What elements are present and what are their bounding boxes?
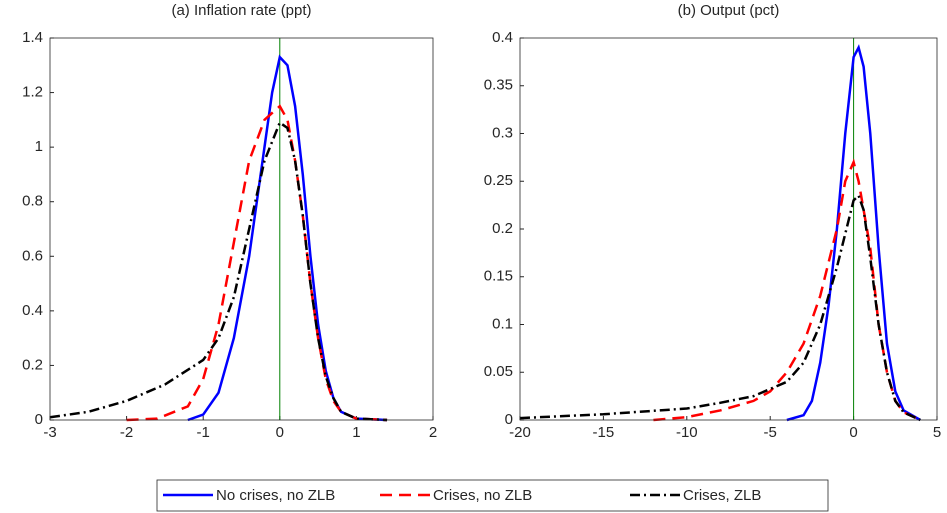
y-tick-label: 1 [35,138,43,155]
x-tick-label: 0 [276,424,284,441]
x-tick-label: 5 [933,424,941,441]
y-tick-label: 0.25 [484,172,513,189]
series-line [786,44,921,422]
y-tick-label: 0.4 [22,302,43,319]
chart-title: (a) Inflation rate (ppt) [171,2,311,19]
plot-area [520,38,937,420]
series-line [653,158,921,422]
y-tick-label: 0.1 [492,315,513,332]
x-tick-label: 1 [352,424,360,441]
x-tick-label: -15 [593,424,615,441]
legend-label: Crises, no ZLB [433,487,532,504]
series-line [519,193,921,422]
x-tick-label: -2 [120,424,133,441]
y-tick-label: 1.2 [22,84,43,101]
y-tick-label: 0 [35,411,43,428]
legend-label: No crises, no ZLB [216,487,335,504]
plot-area [50,38,433,420]
axes-box [49,37,434,421]
axes-box [519,37,938,421]
chart-title: (b) Output (pct) [678,2,780,19]
x-tick-label: -1 [197,424,210,441]
x-tick-label: -20 [509,424,531,441]
y-tick-label: 0.6 [22,247,43,264]
y-tick-label: 1.4 [22,29,43,46]
y-tick-label: 0.4 [492,29,513,46]
y-tick-label: 0 [505,411,513,428]
x-tick-label: -10 [676,424,698,441]
x-tick-label: -3 [43,424,56,441]
legend-label: Crises, ZLB [683,487,761,504]
x-tick-label: -5 [764,424,777,441]
y-tick-label: 0.35 [484,77,513,94]
y-tick-label: 0.2 [22,356,43,373]
legend-box [156,479,829,512]
y-tick-label: 0.3 [492,124,513,141]
y-tick-label: 0.8 [22,193,43,210]
x-tick-label: 2 [429,424,437,441]
y-tick-label: 0.2 [492,220,513,237]
x-tick-label: 0 [849,424,857,441]
y-tick-label: 0.05 [484,363,513,380]
y-tick-label: 0.15 [484,268,513,285]
series-line [49,120,388,422]
